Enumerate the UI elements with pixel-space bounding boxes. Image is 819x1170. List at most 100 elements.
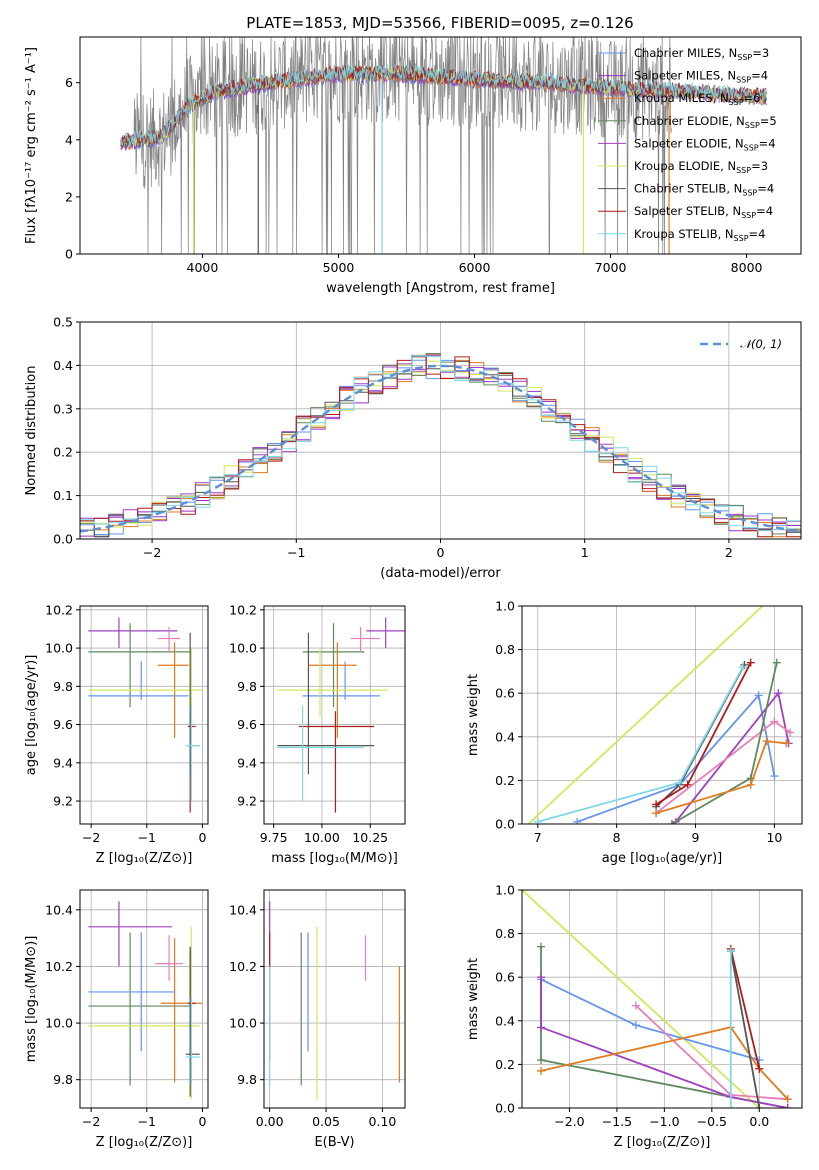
series-line xyxy=(729,948,761,1070)
errorbar-plot xyxy=(88,617,203,813)
x-tick-label: 7000 xyxy=(595,260,627,275)
y-tick-label: 0.2 xyxy=(495,1057,515,1072)
series-marker xyxy=(536,1066,545,1075)
x-tick-label: −1 xyxy=(287,545,305,560)
y-tick-label: 0.8 xyxy=(495,642,515,657)
y-tick-label: 9.8 xyxy=(53,1072,73,1087)
x-tick-label: −1.5 xyxy=(602,1114,632,1129)
y-tick-label: 2 xyxy=(65,189,73,204)
x-tick-label: 0 xyxy=(198,1114,206,1129)
series-marker xyxy=(631,1021,640,1030)
x-tick-label: −0.5 xyxy=(697,1114,727,1129)
panel-mass_vs_Z: −2 −1 0 9.8 10.0 10.2 10.4 Z [log₁₀(Z/Z⊙)] mass … xyxy=(24,889,209,1150)
histogram-series xyxy=(80,355,801,532)
y-axis-label: age [log₁₀(age/yr)] xyxy=(24,655,39,776)
line-plot xyxy=(527,606,795,824)
series-line xyxy=(576,693,776,823)
panel-age_vs_mass: 9.75 10.00 10.25 9.2 9.4 9.6 9.8 10.0 10.2 mass [… xyxy=(229,602,406,866)
errorbar-point xyxy=(88,661,189,700)
errorbar-plot xyxy=(88,901,203,1100)
panel-mass_weight_vs_age: 7 8 9 10 0.0 0.2 0.4 0.6 0.8 1.0 age [log₁₀(age/yr… xyxy=(466,599,803,866)
x-axis-label: age [log₁₀(age/yr)] xyxy=(602,851,723,866)
y-tick-label: 0.0 xyxy=(495,1101,515,1116)
panel-age_vs_Z: −2 −1 0 9.2 9.4 9.6 9.8 10.0 10.2 Z [log₁₀(Z/Z⊙)]… xyxy=(24,602,209,866)
series-marker xyxy=(536,1023,545,1032)
x-tick-label: −2 xyxy=(82,830,100,845)
legend-entry: Kroupa ELODIE, NSSP=3 xyxy=(634,159,768,175)
x-tick-label: 0.0 xyxy=(749,1114,769,1129)
panel-mass_vs_ebv: 0.00 0.05 0.10 9.8 10.0 10.2 10.4 E(B-V) xyxy=(229,889,406,1150)
series-marker xyxy=(746,658,755,667)
y-axis-label: mass [log₁₀(M/M⊙)] xyxy=(24,936,39,1063)
series-marker xyxy=(772,658,781,667)
series-marker xyxy=(573,817,582,824)
errorbar-point xyxy=(185,997,200,1086)
series-marker xyxy=(726,1104,735,1108)
axes-frame xyxy=(263,605,406,825)
model-spectrum-line xyxy=(120,63,767,148)
y-tick-label: 6 xyxy=(65,75,73,90)
panels: Chabrier MILES, NSSP=3 Salpeter MILES, NS… xyxy=(24,36,803,1150)
errorbar-point xyxy=(185,705,200,802)
y-tick-label: 0.3 xyxy=(53,401,73,416)
series-marker xyxy=(770,772,779,781)
y-tick-label: 9.8 xyxy=(53,679,73,694)
y-tick-label: 10.2 xyxy=(229,959,257,974)
axes-frame xyxy=(79,36,802,255)
series-marker xyxy=(755,1104,764,1108)
series-marker xyxy=(783,1095,792,1104)
series-marker xyxy=(631,1001,640,1010)
x-tick-label: −1 xyxy=(138,1114,156,1129)
axes-frame xyxy=(79,889,209,1109)
panel-mass_weight_vs_Z: −2.0 −1.5 −1.0 −0.5 0.0 0.0 0.2 0.4 0.6 0.8 1.0 Z [… xyxy=(466,883,803,1150)
y-tick-label: 0.4 xyxy=(53,358,73,373)
x-tick-label: −2 xyxy=(143,545,161,560)
y-tick-label: 9.2 xyxy=(237,794,257,809)
errorbar-point xyxy=(298,711,375,813)
legend-entry: Salpeter STELIB, NSSP=4 xyxy=(634,204,773,220)
errorbar-plot xyxy=(269,901,400,1100)
histogram-plot xyxy=(80,353,801,538)
y-tick-label: 0.6 xyxy=(495,970,515,985)
panel-spectrum: Chabrier MILES, NSSP=3 Salpeter MILES, NS… xyxy=(24,36,802,296)
y-tick-label: 10.4 xyxy=(229,902,257,917)
series-line xyxy=(540,977,788,1108)
y-tick-label: 10.2 xyxy=(45,602,73,617)
y-axis-label: Flux [fλ10⁻¹⁷ erg cm⁻² s⁻¹ A⁻¹] xyxy=(24,47,39,244)
legend-entry: Chabrier ELODIE, NSSP=5 xyxy=(634,114,777,130)
axes-frame xyxy=(263,889,406,1109)
y-tick-label: 0.4 xyxy=(495,729,515,744)
errorbar-point xyxy=(185,946,200,1097)
legend-entry: Salpeter ELODIE, NSSP=4 xyxy=(634,136,776,152)
series-line xyxy=(729,950,761,1108)
y-tick-label: 10.4 xyxy=(45,902,73,917)
x-tick-label: 9.75 xyxy=(260,830,288,845)
y-tick-label: 10.0 xyxy=(45,1016,73,1031)
legend-entry: Chabrier STELIB, NSSP=4 xyxy=(634,182,774,198)
axes-frame xyxy=(79,605,209,825)
legend-entry: Kroupa STELIB, NSSP=4 xyxy=(634,227,765,243)
errorbar-point xyxy=(277,632,375,775)
y-tick-label: 0.4 xyxy=(495,1013,515,1028)
series-marker xyxy=(746,780,755,789)
y-tick-label: 9.2 xyxy=(53,794,73,809)
y-axis-label: Normed distribution xyxy=(24,366,39,496)
series-marker xyxy=(652,809,661,818)
x-tick-label: 8 xyxy=(613,830,621,845)
series-line xyxy=(527,606,764,824)
y-tick-label: 0 xyxy=(65,247,73,262)
series-line xyxy=(671,662,778,824)
y-tick-label: 1.0 xyxy=(495,599,515,614)
line-plot xyxy=(522,890,792,1108)
series-line xyxy=(522,890,760,1108)
series-marker xyxy=(667,820,676,824)
y-tick-label: 10.2 xyxy=(45,959,73,974)
x-tick-label: 4000 xyxy=(187,260,219,275)
x-tick-label: 0.00 xyxy=(256,1114,284,1129)
x-tick-label: 10.25 xyxy=(352,830,388,845)
x-tick-label: −1 xyxy=(138,830,156,845)
y-tick-label: 9.8 xyxy=(237,679,257,694)
series-line xyxy=(540,1026,789,1100)
series-marker xyxy=(738,663,747,672)
series-marker xyxy=(533,817,542,824)
